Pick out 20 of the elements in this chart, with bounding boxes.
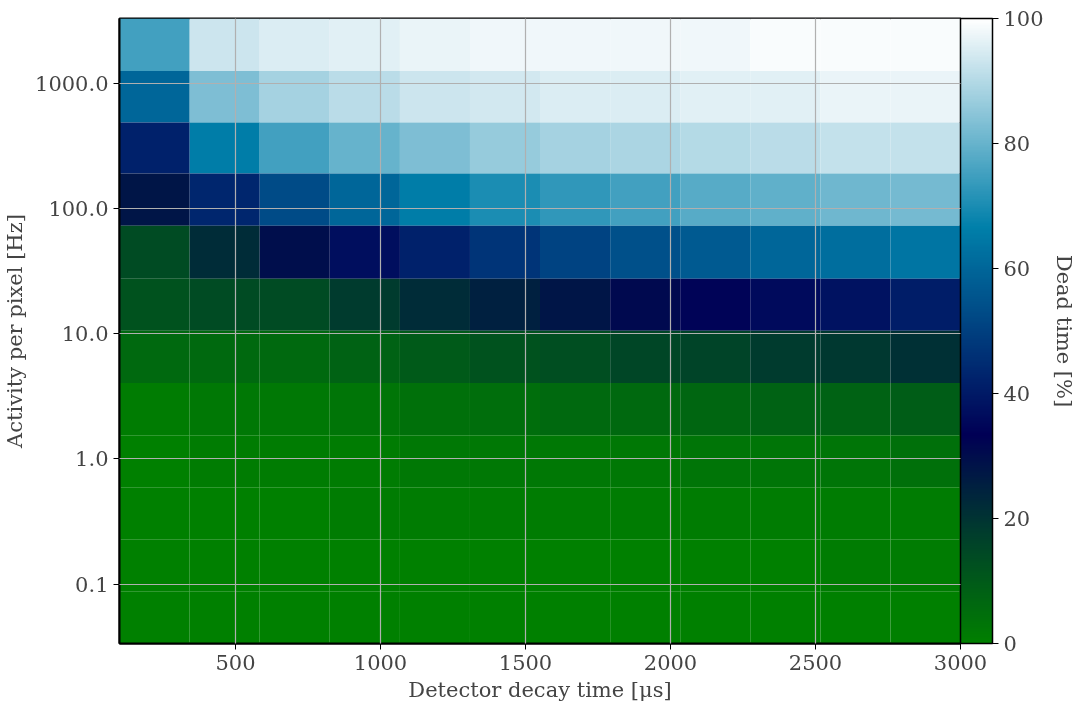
y-tick-label: 1000.0 xyxy=(35,71,109,96)
color-bar-label: 60 xyxy=(1003,257,1031,281)
x-tick-label: 2000 xyxy=(643,650,698,675)
x-tick-label: 1500 xyxy=(498,650,553,675)
x-axis-title: Detector decay time [μs] xyxy=(408,677,672,702)
x-tick-label: 3000 xyxy=(933,650,988,675)
color-bar-label: 80 xyxy=(1003,132,1031,156)
color-bar-title: Dead time [%] xyxy=(1051,254,1076,408)
y-tick-label: 100.0 xyxy=(48,196,109,221)
y-tick-label: 10.0 xyxy=(61,322,109,347)
x-tick-label: 2500 xyxy=(788,650,843,675)
color-bar-label: 100 xyxy=(1003,7,1044,31)
y-axis-title: Activity per pixel [Hz] xyxy=(3,214,28,449)
color-bar-label: 20 xyxy=(1003,507,1031,531)
color-bar-label: 40 xyxy=(1003,382,1031,406)
x-tick-label: 500 xyxy=(215,650,256,675)
y-tick-label: 1.0 xyxy=(75,447,109,472)
y-tick-label: 0.1 xyxy=(75,572,109,597)
x-tick-label: 1000 xyxy=(353,650,408,675)
color-bar-label: 0 xyxy=(1003,632,1017,656)
